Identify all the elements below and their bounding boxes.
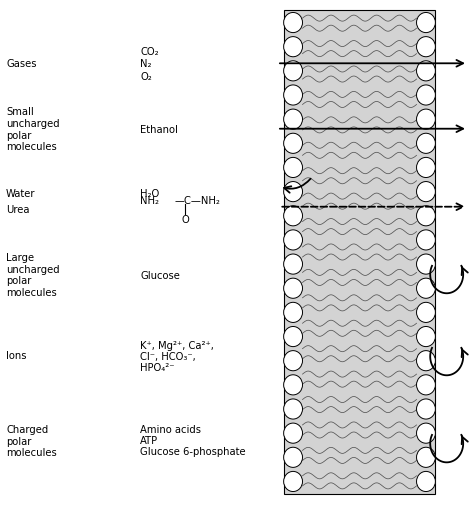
Circle shape <box>417 472 436 491</box>
Circle shape <box>283 351 302 371</box>
Text: Amino acids: Amino acids <box>140 424 201 434</box>
Circle shape <box>283 134 302 154</box>
Text: K⁺, Mg²⁺, Ca²⁺,: K⁺, Mg²⁺, Ca²⁺, <box>140 340 214 350</box>
Text: Ions: Ions <box>6 350 27 361</box>
Text: Glucose: Glucose <box>140 270 180 280</box>
Circle shape <box>283 327 302 347</box>
Text: CO₂: CO₂ <box>140 46 159 57</box>
Bar <box>284 12 435 493</box>
Circle shape <box>283 207 302 226</box>
Circle shape <box>417 62 436 82</box>
Circle shape <box>417 158 436 178</box>
Circle shape <box>283 14 302 33</box>
Text: HPO₄²⁻: HPO₄²⁻ <box>140 363 175 373</box>
Circle shape <box>417 110 436 130</box>
Text: Urea: Urea <box>6 205 29 215</box>
Circle shape <box>417 255 436 275</box>
Circle shape <box>417 86 436 106</box>
Circle shape <box>417 375 436 395</box>
Circle shape <box>283 375 302 395</box>
Circle shape <box>417 37 436 58</box>
Text: NH₂: NH₂ <box>140 196 159 206</box>
Circle shape <box>283 447 302 468</box>
Text: —C—NH₂: —C—NH₂ <box>174 196 220 206</box>
Circle shape <box>283 110 302 130</box>
Circle shape <box>417 327 436 347</box>
Circle shape <box>417 423 436 443</box>
Circle shape <box>283 423 302 443</box>
Circle shape <box>417 302 436 323</box>
Text: O₂: O₂ <box>140 72 152 82</box>
Text: Charged
polar
molecules: Charged polar molecules <box>6 424 57 458</box>
Circle shape <box>417 230 436 250</box>
Circle shape <box>417 399 436 419</box>
Circle shape <box>283 158 302 178</box>
Text: Small
uncharged
polar
molecules: Small uncharged polar molecules <box>6 107 60 152</box>
Circle shape <box>283 279 302 298</box>
Circle shape <box>283 37 302 58</box>
Circle shape <box>283 302 302 323</box>
Text: Large
uncharged
polar
molecules: Large uncharged polar molecules <box>6 252 60 297</box>
Circle shape <box>417 134 436 154</box>
Circle shape <box>417 351 436 371</box>
Circle shape <box>283 399 302 419</box>
Circle shape <box>417 207 436 226</box>
Circle shape <box>283 62 302 82</box>
Circle shape <box>417 14 436 33</box>
Circle shape <box>417 279 436 298</box>
Text: Water: Water <box>6 188 36 198</box>
Text: Cl⁻, HCO₃⁻,: Cl⁻, HCO₃⁻, <box>140 351 196 362</box>
Text: N₂: N₂ <box>140 59 152 69</box>
Circle shape <box>283 472 302 491</box>
Circle shape <box>283 182 302 203</box>
Circle shape <box>283 230 302 250</box>
Text: Gases: Gases <box>6 59 36 69</box>
Text: ATP: ATP <box>140 435 158 445</box>
Text: O: O <box>182 215 190 225</box>
Text: Glucose 6-phosphate: Glucose 6-phosphate <box>140 446 246 457</box>
Circle shape <box>417 182 436 203</box>
Circle shape <box>283 255 302 275</box>
Circle shape <box>283 86 302 106</box>
Text: H₂O: H₂O <box>140 188 160 198</box>
Circle shape <box>417 447 436 468</box>
Text: Ethanol: Ethanol <box>140 124 178 134</box>
